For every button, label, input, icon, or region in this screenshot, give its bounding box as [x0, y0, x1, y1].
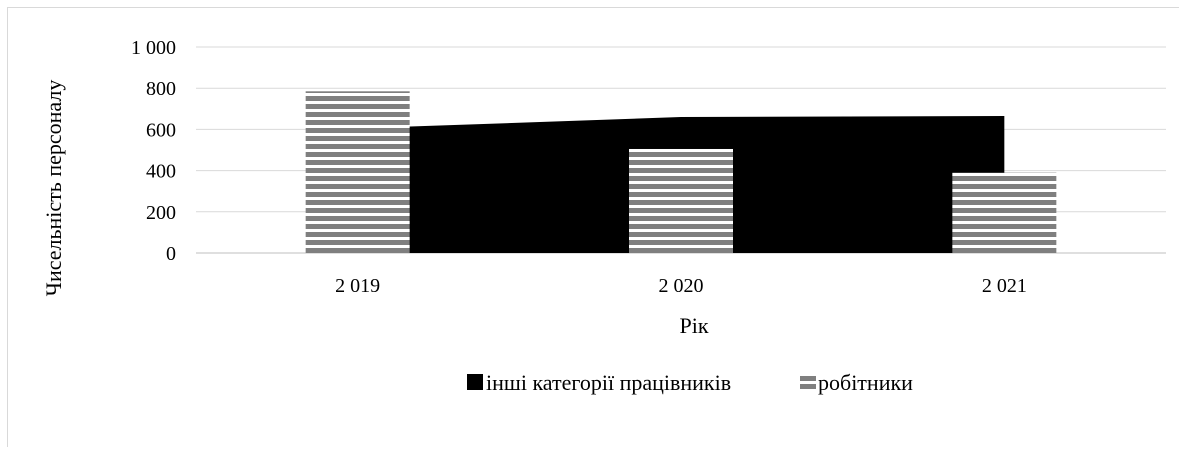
y-tick-label: 1 000: [131, 37, 176, 59]
y-tick-label: 400: [146, 161, 176, 183]
legend-label-workers: робітники: [818, 370, 913, 395]
y-tick-label: 600: [146, 119, 176, 141]
legend-marker-other-categories: [467, 374, 483, 390]
bar-workers: [629, 148, 733, 253]
x-axis-title: Рік: [679, 313, 708, 338]
bar-workers: [952, 172, 1057, 253]
y-tick-label: 0: [166, 243, 176, 265]
series-bars: [305, 91, 1057, 253]
x-tick-label: 2 020: [659, 275, 704, 297]
legend-marker-workers: [800, 374, 816, 390]
legend: інші категорії працівників робітники: [467, 370, 913, 395]
x-tick-label: 2 019: [335, 275, 380, 297]
x-tick-label: 2 021: [982, 275, 1027, 297]
bar-workers: [305, 91, 410, 253]
axes: 0 200 400 600 800 1 000 2 019 2 020 2 021: [131, 37, 1027, 297]
chart-frame: [7, 7, 1179, 447]
y-axis-title: Чисельність персоналу: [41, 80, 66, 297]
legend-label-other-categories: інші категорії працівників: [486, 370, 731, 395]
y-tick-label: 200: [146, 202, 176, 224]
y-tick-label: 800: [146, 78, 176, 100]
